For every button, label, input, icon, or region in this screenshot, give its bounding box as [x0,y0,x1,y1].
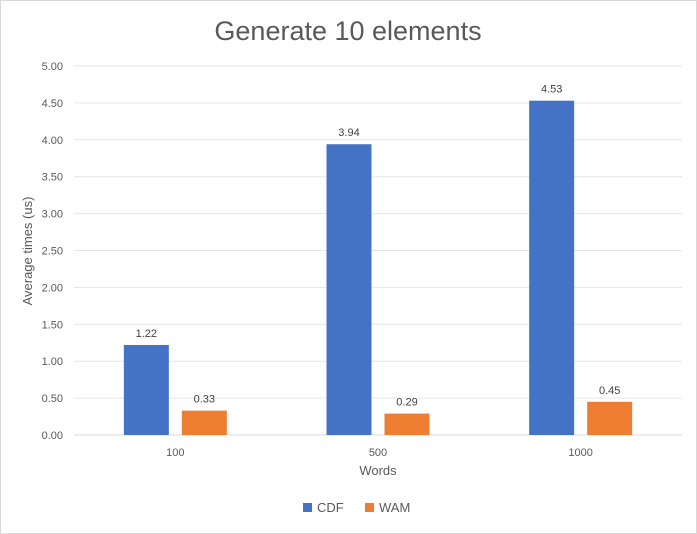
legend-swatch-wam [365,503,374,512]
legend-swatch-cdf [303,503,312,512]
data-label-wam-100: 0.33 [194,394,215,406]
y-tick-label: 2.00 [42,282,63,294]
y-axis-ticks: 0.00 0.50 1.00 1.50 2.00 2.50 3.00 3.50 4.00 4.50… [42,61,63,442]
x-tick-label: 100 [166,447,184,459]
x-axis-title: Words [359,463,397,478]
y-tick-label: 3.50 [42,172,63,184]
y-tick-label: 0.50 [42,393,63,405]
data-label-cdf-100: 1.22 [136,328,157,340]
data-labels: 1.22 0.33 3.94 0.29 4.53 0.45 [136,84,621,409]
bar-cdf-500 [326,144,372,435]
bar-wam-100 [181,410,227,435]
bars [123,100,633,435]
y-tick-label: 0.00 [42,430,63,442]
data-label-cdf-500: 3.94 [338,127,359,139]
y-tick-label: 4.00 [42,135,63,147]
x-axis-ticks: 100 500 1000 [166,447,593,459]
chart-title: Generate 10 elements [214,16,481,46]
y-tick-label: 2.50 [42,246,63,258]
x-tick-label: 1000 [568,447,592,459]
bar-cdf-1000 [529,100,575,435]
y-tick-label: 4.50 [42,98,63,110]
bar-wam-1000 [587,401,633,435]
x-tick-label: 500 [369,447,387,459]
y-tick-label: 5.00 [42,61,63,73]
legend: CDF WAM [303,500,410,515]
data-label-wam-1000: 0.45 [599,385,620,397]
y-tick-label: 3.00 [42,209,63,221]
data-label-cdf-1000: 4.53 [541,84,562,96]
gridlines [74,65,682,436]
y-tick-label: 1.50 [42,319,63,331]
y-axis-title: Average times (us) [20,197,35,306]
y-tick-label: 1.00 [42,356,63,368]
legend-label-wam: WAM [379,500,410,515]
bar-wam-500 [384,413,430,435]
data-label-wam-500: 0.29 [396,397,417,409]
bar-cdf-100 [123,344,169,435]
legend-label-cdf: CDF [317,500,344,515]
